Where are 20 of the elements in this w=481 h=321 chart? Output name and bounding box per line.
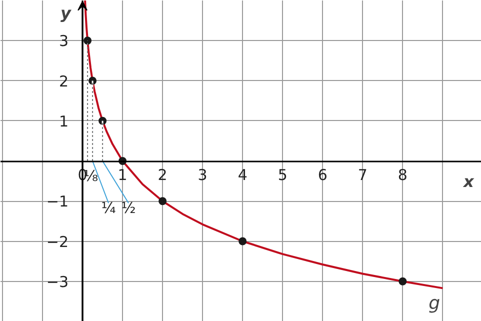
y-tick-label: 2 <box>58 72 69 90</box>
y-tick-label: −3 <box>46 272 69 291</box>
y-tick-label: 3 <box>58 32 69 50</box>
annotation: ⅛ <box>83 167 98 186</box>
x-tick-label: 3 <box>198 166 208 184</box>
x-tick-label: 6 <box>318 166 328 184</box>
y-axis-title: y <box>60 4 72 22</box>
x-tick-label: 7 <box>358 166 368 184</box>
annotation: ¼ <box>101 199 116 218</box>
annotation: ½ <box>121 199 136 218</box>
y-tick-label: −1 <box>46 192 69 211</box>
x-tick-label: 2 <box>158 166 168 184</box>
series-label: g <box>428 293 440 314</box>
y-tick-label: −2 <box>46 232 69 251</box>
y-tick-label: 1 <box>58 112 69 130</box>
x-tick-label: 5 <box>278 166 288 184</box>
x-axis-title: x <box>462 172 474 191</box>
x-tick-label: 1 <box>118 166 128 184</box>
x-tick-label: 4 <box>238 166 248 184</box>
x-tick-label: 8 <box>398 166 408 184</box>
